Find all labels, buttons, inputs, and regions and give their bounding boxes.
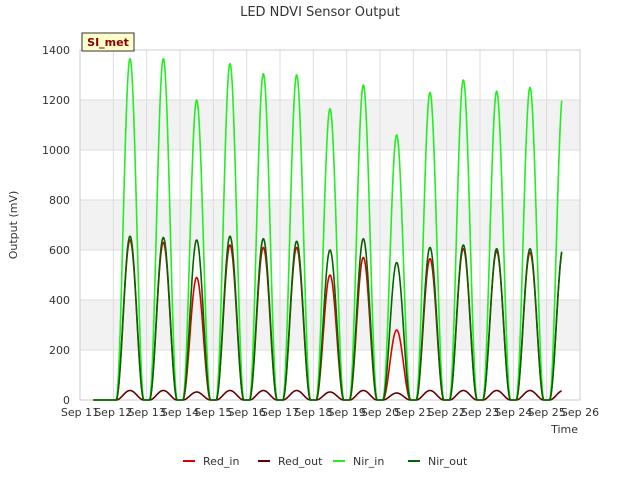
y-tick-label: 1200 [42, 94, 70, 107]
x-tick-label: Sep 24 [494, 406, 532, 419]
plot-background-bands [80, 50, 580, 400]
legend-label: Nir_out [428, 455, 468, 468]
background-band [80, 100, 580, 150]
legend-label: Red_in [203, 455, 239, 468]
x-tick-label: Sep 13 [128, 406, 166, 419]
x-tick-label: Sep 20 [361, 406, 399, 419]
series-layer [92, 57, 563, 401]
y-tick-labels: 0 200 400 600 800 1000 1200 1400 [42, 44, 70, 407]
x-tick-label: Sep 26 [561, 406, 599, 419]
plot-frame [79, 49, 581, 401]
background-band [80, 150, 580, 200]
y-tick-label: 0 [63, 394, 70, 407]
site-badge-label: SI_met [87, 36, 129, 49]
x-tick-label: Sep 14 [161, 406, 199, 419]
x-tick-label: Sep 19 [328, 406, 366, 419]
site-badge-box [81, 32, 135, 52]
series-line-nir-out [92, 235, 563, 401]
y-tick-label: 400 [49, 294, 70, 307]
background-band [80, 50, 580, 100]
x-tick-label: Sep 25 [528, 406, 566, 419]
x-tick-label: Sep 18 [294, 406, 332, 419]
x-tick-label: Sep 17 [261, 406, 299, 419]
site-badge: SI_met [81, 32, 135, 52]
x-tick-label: Sep 12 [94, 406, 132, 419]
x-tick-label: Sep 22 [428, 406, 466, 419]
legend-label: Red_out [278, 455, 323, 468]
y-tick-label: 800 [49, 194, 70, 207]
x-axis-label: Time [550, 423, 578, 436]
x-tick-label: Sep 21 [394, 406, 432, 419]
legend: Red_in Red_out Nir_in Nir_out [183, 455, 468, 468]
y-axis-label: Output (mV) [7, 191, 20, 260]
y-tick-label: 600 [49, 244, 70, 257]
x-tick-label: Sep 16 [228, 406, 266, 419]
y-tick-label: 1000 [42, 144, 70, 157]
x-tick-label: Sep 23 [461, 406, 499, 419]
x-tick-label: Sep 15 [194, 406, 232, 419]
background-band [80, 300, 580, 350]
legend-label: Nir_in [353, 455, 384, 468]
x-tick-label: Sep 11 [61, 406, 99, 419]
y-tick-label: 1400 [42, 44, 70, 57]
background-band [80, 200, 580, 250]
y-tick-label: 200 [49, 344, 70, 357]
chart-title: LED NDVI Sensor Output [240, 5, 400, 20]
